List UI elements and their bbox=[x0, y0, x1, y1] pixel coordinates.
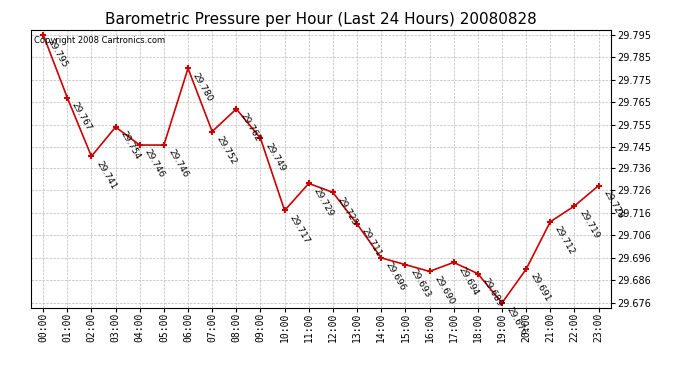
Text: 29.694: 29.694 bbox=[457, 265, 480, 297]
Text: 29.696: 29.696 bbox=[384, 261, 408, 292]
Title: Barometric Pressure per Hour (Last 24 Hours) 20080828: Barometric Pressure per Hour (Last 24 Ho… bbox=[105, 12, 537, 27]
Text: 29.752: 29.752 bbox=[215, 134, 239, 166]
Text: 29.754: 29.754 bbox=[119, 130, 142, 162]
Text: 29.780: 29.780 bbox=[191, 71, 215, 103]
Text: 29.795: 29.795 bbox=[46, 37, 70, 69]
Text: 29.691: 29.691 bbox=[529, 272, 553, 304]
Text: 29.712: 29.712 bbox=[553, 225, 577, 256]
Text: 29.689: 29.689 bbox=[481, 276, 504, 308]
Text: 29.728: 29.728 bbox=[602, 189, 625, 220]
Text: 29.749: 29.749 bbox=[264, 141, 287, 173]
Text: 29.711: 29.711 bbox=[360, 227, 384, 259]
Text: 29.725: 29.725 bbox=[336, 195, 359, 227]
Text: 29.690: 29.690 bbox=[433, 274, 456, 306]
Text: 29.693: 29.693 bbox=[408, 267, 432, 299]
Text: 29.762: 29.762 bbox=[239, 112, 263, 143]
Text: 29.729: 29.729 bbox=[312, 186, 335, 218]
Text: Copyright 2008 Cartronics.com: Copyright 2008 Cartronics.com bbox=[34, 36, 165, 45]
Text: 29.719: 29.719 bbox=[578, 209, 601, 240]
Text: 29.741: 29.741 bbox=[95, 159, 118, 191]
Text: 29.746: 29.746 bbox=[167, 148, 190, 180]
Text: 29.676: 29.676 bbox=[505, 306, 529, 338]
Text: 29.746: 29.746 bbox=[143, 148, 166, 180]
Text: 29.767: 29.767 bbox=[70, 100, 94, 132]
Text: 29.717: 29.717 bbox=[288, 213, 311, 245]
